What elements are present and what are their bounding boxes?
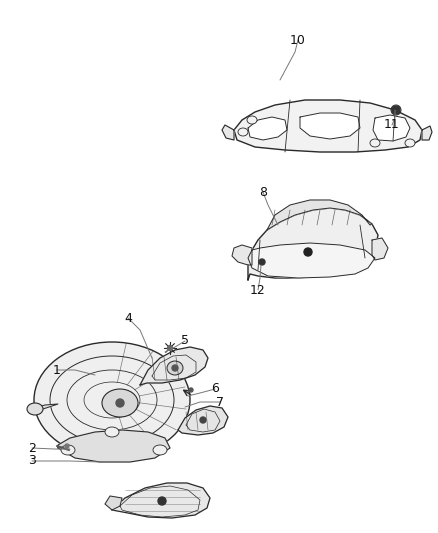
Polygon shape [232, 245, 252, 265]
Polygon shape [372, 238, 388, 260]
Circle shape [189, 388, 193, 392]
Polygon shape [112, 483, 210, 518]
Polygon shape [267, 200, 372, 230]
Text: 2: 2 [28, 441, 36, 455]
Polygon shape [248, 208, 378, 280]
Ellipse shape [61, 445, 75, 455]
Circle shape [65, 444, 69, 448]
Circle shape [200, 417, 206, 423]
Polygon shape [248, 117, 287, 140]
Ellipse shape [102, 389, 138, 417]
Polygon shape [140, 347, 208, 385]
Circle shape [167, 345, 173, 351]
Ellipse shape [34, 342, 190, 458]
Ellipse shape [370, 139, 380, 147]
Polygon shape [300, 113, 360, 139]
Circle shape [392, 106, 400, 114]
Polygon shape [105, 496, 122, 510]
Circle shape [259, 259, 265, 265]
Polygon shape [58, 430, 170, 462]
Circle shape [172, 365, 178, 371]
Text: 7: 7 [216, 395, 224, 408]
Polygon shape [178, 406, 228, 435]
Ellipse shape [238, 128, 248, 136]
Circle shape [304, 248, 312, 256]
Text: 11: 11 [384, 118, 400, 132]
Polygon shape [373, 115, 410, 141]
Text: 4: 4 [124, 311, 132, 325]
Ellipse shape [405, 139, 415, 147]
Text: 8: 8 [259, 185, 267, 198]
Polygon shape [222, 125, 234, 140]
Polygon shape [234, 100, 422, 152]
Text: 10: 10 [290, 34, 306, 46]
Circle shape [116, 399, 124, 407]
Polygon shape [248, 243, 375, 278]
Text: 6: 6 [211, 383, 219, 395]
Ellipse shape [27, 403, 43, 415]
Text: 1: 1 [53, 364, 61, 376]
Text: 3: 3 [28, 455, 36, 467]
Text: 12: 12 [250, 284, 266, 296]
Ellipse shape [247, 116, 257, 124]
Ellipse shape [153, 445, 167, 455]
Polygon shape [34, 404, 58, 412]
Polygon shape [422, 126, 432, 140]
Ellipse shape [105, 427, 119, 437]
Ellipse shape [167, 361, 183, 375]
Text: 5: 5 [181, 335, 189, 348]
Circle shape [158, 497, 166, 505]
